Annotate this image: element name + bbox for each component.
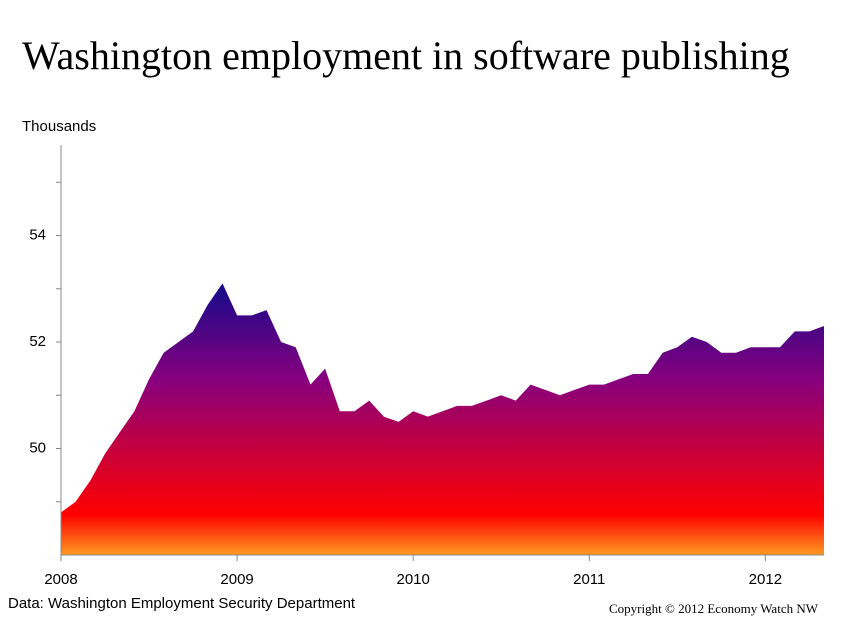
y-tick-label: 52 [29,333,46,350]
area [61,283,824,555]
x-tick-label: 2008 [44,571,77,588]
copyright: Copyright © 2012 Economy Watch NW [609,601,819,616]
y-tick-label: 50 [29,439,46,456]
x-tick-label: 2010 [396,571,429,588]
chart-title: Washington employment in software publis… [22,33,790,78]
x-tick-label: 2012 [749,571,782,588]
x-tick-label: 2011 [573,571,605,588]
y-tick-label: 54 [29,226,46,243]
source: Data: Washington Employment Security Dep… [8,595,356,612]
x-tick-label: 2009 [220,571,253,588]
y-axis-label: Thousands [22,118,96,135]
